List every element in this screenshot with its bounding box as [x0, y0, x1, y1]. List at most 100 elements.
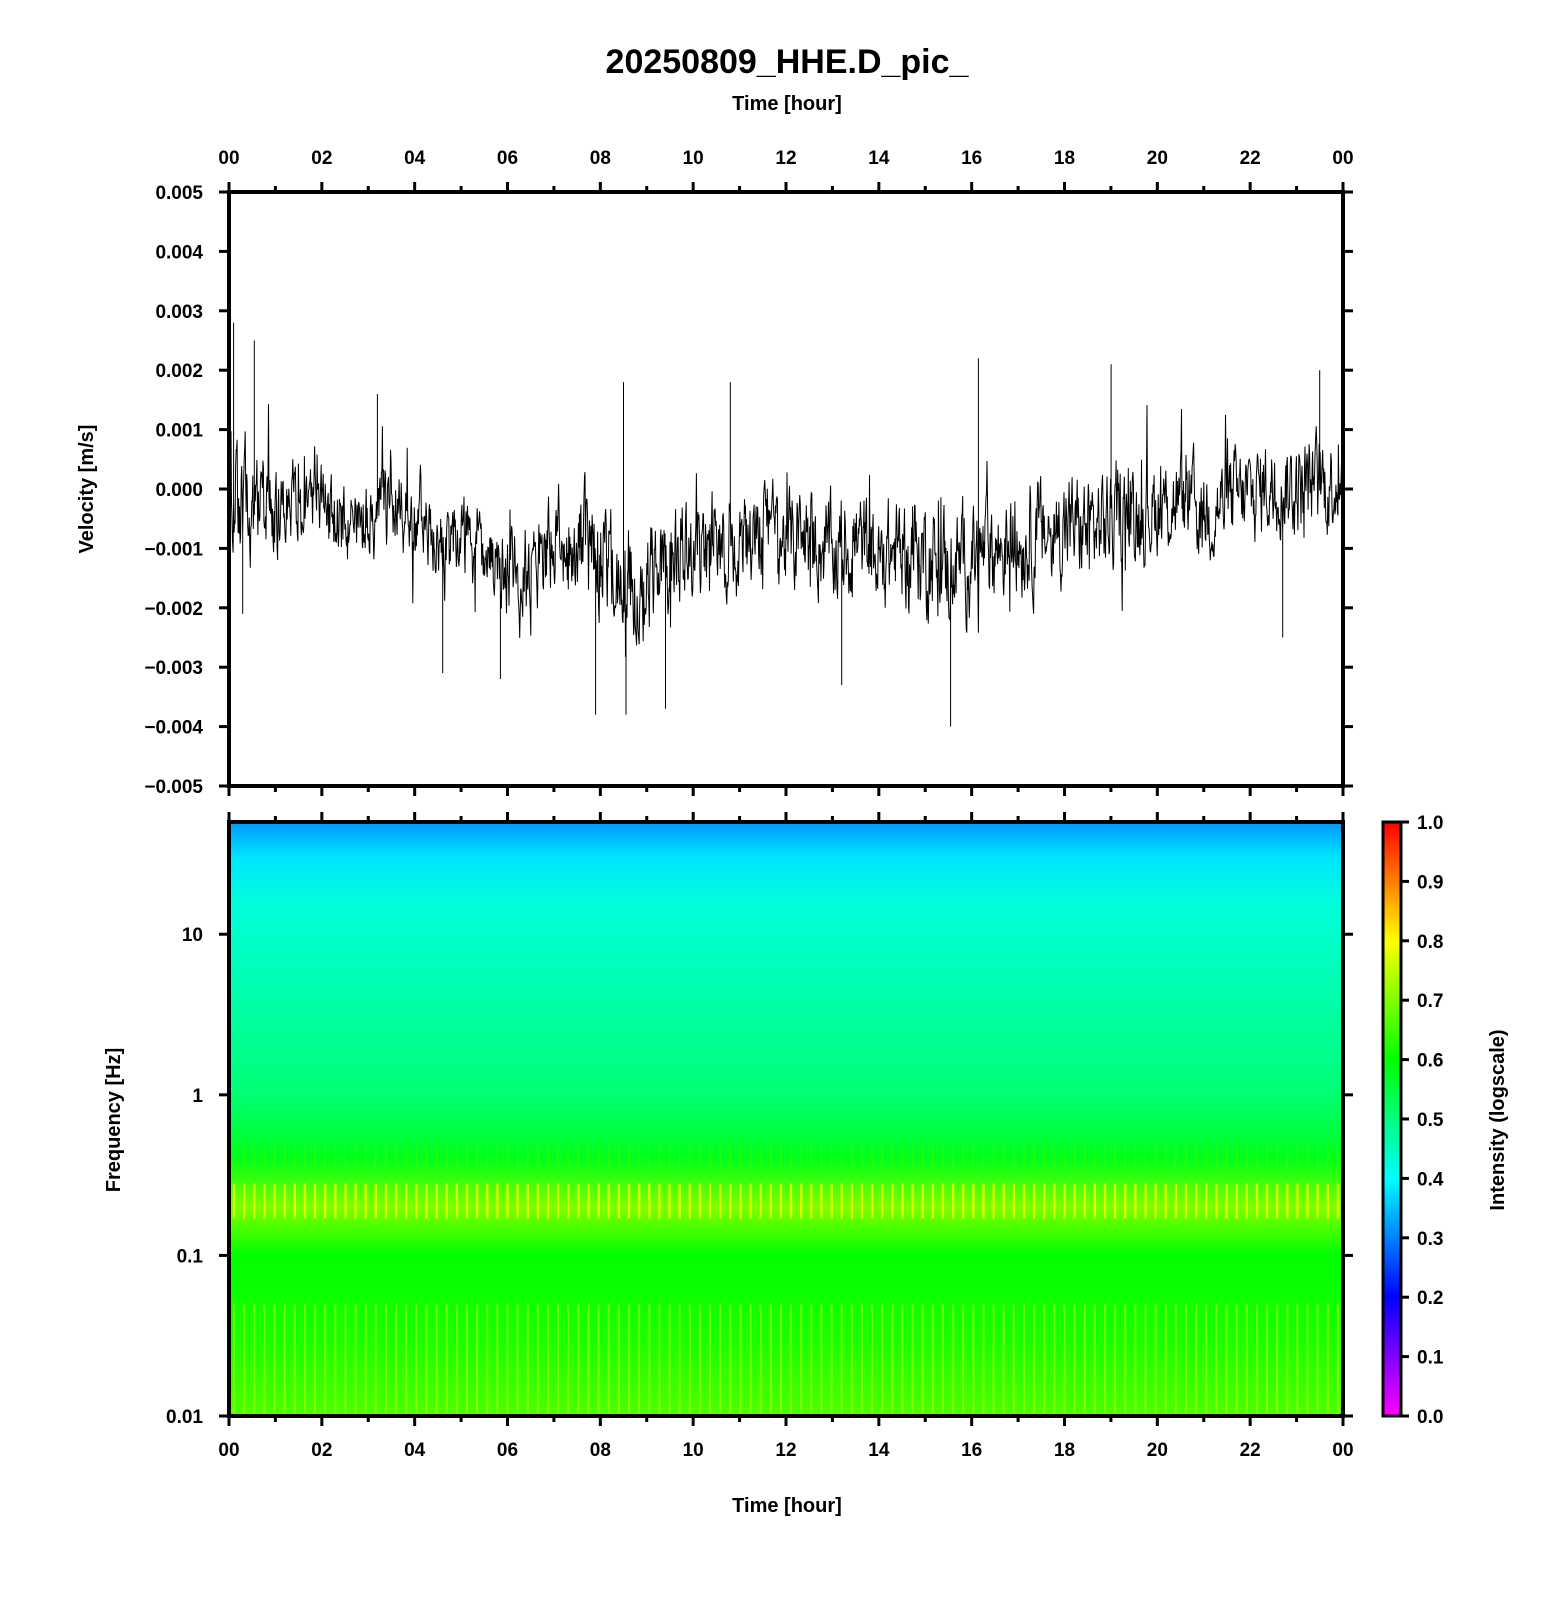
spectrogram-stripe [637, 1183, 641, 1219]
spectrogram-stripe [597, 1143, 600, 1173]
spectrogram-stripe [455, 1303, 458, 1416]
spectrogram-stripe [779, 1183, 783, 1219]
spectrogram-stripe [547, 1303, 550, 1416]
colorbar-tick-label: 0.6 [1417, 1051, 1443, 1072]
spectrogram-stripe [405, 1183, 408, 1219]
spectrogram-stripe [445, 1143, 448, 1173]
spectrogram-stripe [1175, 1143, 1177, 1173]
spectrogram-stripe [435, 1143, 438, 1173]
spectrogram-stripe [749, 1303, 752, 1416]
spectrogram-stripe [476, 1143, 478, 1173]
spectrogram-stripe [405, 1143, 408, 1173]
spectrogram-stripe [1154, 1143, 1157, 1173]
spectrogram-stripe [526, 1183, 529, 1219]
spectrogram-stripe [445, 1303, 448, 1416]
spectrogram-stripe [658, 1143, 661, 1173]
spectrogram-stripe [881, 1303, 884, 1416]
spectrogram-stripe [283, 1183, 286, 1219]
spectrogram-stripe [536, 1183, 540, 1219]
spectrogram-stripe [982, 1183, 985, 1219]
spectrogram-stripe [354, 1303, 357, 1416]
spectrogram-stripe [253, 1143, 256, 1173]
spectrogram-stripe [475, 1183, 479, 1219]
spectrogram-stripe [982, 1143, 985, 1173]
spectrogram-stripe [658, 1303, 661, 1416]
spectrogram-stripe [729, 1303, 732, 1416]
spectrogram-stripe [1286, 1183, 1289, 1219]
spectrogram-stripe [810, 1183, 813, 1219]
spectrogram-stripe [1002, 1183, 1005, 1219]
spectrogram-stripe [799, 1183, 803, 1219]
spectrogram-stripe [1215, 1303, 1218, 1416]
waveform-trace [229, 322, 1343, 727]
spectrogram-stripe [678, 1303, 681, 1416]
spectrogram-stripe [506, 1143, 509, 1173]
waveform-y-ticks: 0.005 0.004 0.003 0.002 0.001 0.000 −0.001 −0.0… [144, 183, 1353, 798]
spectrogram-stripe [496, 1183, 499, 1219]
spectrogram-stripe [516, 1303, 519, 1416]
spectrogram-stripe [881, 1143, 884, 1173]
spectrogram-stripe [739, 1143, 742, 1173]
spectrogram-stripe [314, 1303, 317, 1416]
spectrogram-stripe [263, 1303, 266, 1416]
spectrogram-stripe [395, 1143, 397, 1173]
spectrogram-stripe [901, 1303, 904, 1416]
spectrogram-stripe [243, 1143, 245, 1173]
spectrogram-stripe [1296, 1143, 1299, 1173]
bottom-axis-label: Time [hour] [732, 1495, 842, 1517]
spectrogram-stripe [273, 1303, 276, 1416]
spectrogram-stripe [921, 1183, 924, 1219]
colorbar-tick-label: 0.1 [1417, 1348, 1444, 1369]
x-tick-label: 16 [961, 148, 982, 169]
spectrogram-stripe [273, 1183, 276, 1219]
spectrogram-stripe [941, 1183, 945, 1219]
spectrogram-stripe [1154, 1303, 1157, 1416]
spectrogram-stripe [1296, 1183, 1299, 1219]
spectrogram-stripe [1012, 1303, 1015, 1416]
spectrogram-stripe [364, 1303, 367, 1416]
spectrogram-stripe [699, 1143, 701, 1173]
spectrogram-stripe [759, 1183, 762, 1219]
spectrogram-stripe [1124, 1303, 1127, 1416]
x-tick-label: 20 [1147, 148, 1168, 169]
spectrogram-stripe [466, 1143, 468, 1173]
colorbar-tick-label: 0.3 [1417, 1229, 1443, 1250]
spectrogram-stripe [628, 1303, 631, 1416]
spectrogram-stripe [1194, 1183, 1198, 1219]
spectrogram-stripe [931, 1183, 935, 1219]
spectrogram-stripe [1174, 1303, 1177, 1416]
spectrogram-stripe [1103, 1183, 1107, 1219]
spectrogram-stripe [1104, 1303, 1107, 1416]
x-tick-label: 06 [497, 1440, 518, 1461]
spectrogram-stripe [395, 1303, 398, 1416]
spectrogram-stripe [294, 1143, 296, 1173]
spectrogram-stripe [1023, 1143, 1025, 1173]
y-tick-label: −0.001 [144, 539, 203, 560]
spectrogram-stripe [374, 1303, 377, 1416]
spectrogram-stripe [932, 1143, 934, 1173]
spectrogram-stripe [303, 1303, 306, 1416]
spectrogram-stripe [1326, 1183, 1330, 1219]
spectrogram-stripe [1306, 1183, 1309, 1219]
waveform-plot-area [229, 192, 1343, 786]
spectrogram-stripe [293, 1303, 296, 1416]
colorbar-label: Intensity (logscale) [1487, 1029, 1509, 1210]
colorbar-tick-label: 0.8 [1417, 932, 1443, 953]
spectrogram-stripe [1235, 1143, 1238, 1173]
spectrogram-x-ticks: 00 02 04 06 08 10 12 14 16 18 20 22 00 [218, 812, 1354, 1461]
spectrogram-stripe [526, 1143, 529, 1173]
spectrogram-stripe [688, 1183, 691, 1219]
x-tick-label: 00 [1332, 1440, 1353, 1461]
spectrogram-stripe [992, 1143, 995, 1173]
spectrogram-stripe [1022, 1183, 1026, 1219]
spectrogram-stripe [455, 1183, 459, 1219]
spectrogram-stripe [840, 1183, 843, 1219]
spectrogram-stripe [405, 1303, 408, 1416]
spectrogram-stripe [1255, 1183, 1259, 1219]
spectrogram-stripe [425, 1303, 428, 1416]
spectrogram-stripe [1245, 1143, 1248, 1173]
spectrogram-y-label: Frequency [Hz] [103, 1048, 125, 1192]
spectrogram-stripe [1195, 1303, 1198, 1416]
spectrogram-stripe [678, 1143, 681, 1173]
